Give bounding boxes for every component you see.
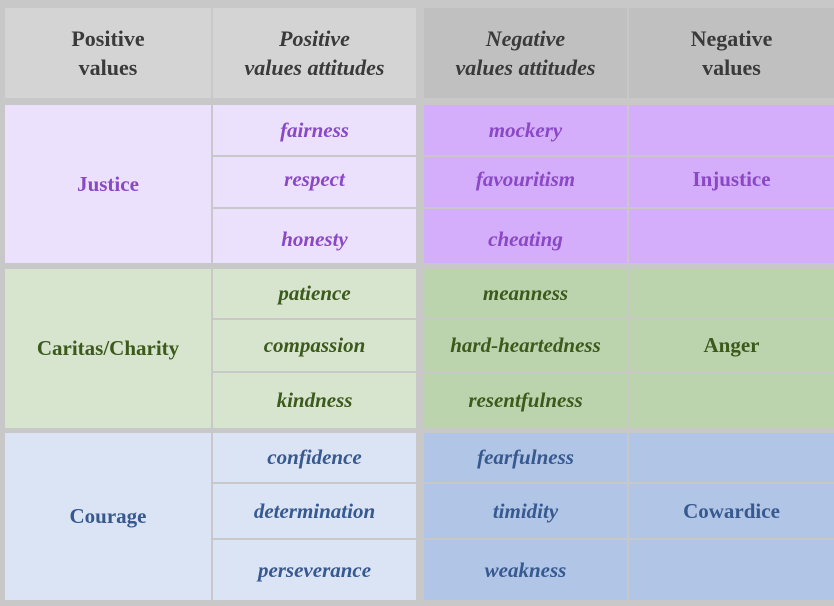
- header-line: values attitudes: [244, 55, 385, 80]
- header-line: values: [78, 55, 138, 80]
- attitude-label: compassion: [263, 333, 366, 357]
- attitude-cell: cheating: [424, 209, 627, 263]
- negative-value-anger: Anger: [629, 320, 834, 371]
- header-line: Positive: [279, 26, 350, 51]
- positive-value-caritas: Caritas/Charity: [5, 269, 211, 428]
- negative-value-injustice: Injustice: [629, 157, 834, 207]
- header-positive-attitudes: Positive values attitudes: [213, 8, 416, 98]
- positive-value-justice: Justice: [5, 105, 211, 263]
- header-line: values: [702, 55, 761, 80]
- header-line: Positive: [71, 26, 145, 51]
- attitude-label: hard-heartedness: [450, 333, 601, 357]
- attitude-label: confidence: [267, 445, 362, 469]
- attitude-cell: fairness: [213, 105, 416, 155]
- header-line: Negative: [690, 26, 773, 51]
- attitude-cell: meanness: [424, 269, 627, 318]
- attitude-cell: honesty: [213, 209, 416, 263]
- attitude-cell: hard-heartedness: [424, 320, 627, 371]
- value-label: Caritas/Charity: [36, 336, 180, 360]
- attitude-cell: resentfulness: [424, 373, 627, 428]
- attitude-label: meanness: [482, 281, 569, 305]
- attitude-cell: patience: [213, 269, 416, 318]
- attitude-label: cheating: [488, 226, 563, 251]
- attitude-label: resentfulness: [468, 388, 583, 412]
- attitude-cell: fearfulness: [424, 433, 627, 482]
- value-label: Anger: [703, 333, 760, 357]
- attitude-label: favouritism: [475, 166, 576, 191]
- attitude-cell: respect: [213, 157, 416, 207]
- attitude-label: fairness: [280, 117, 349, 142]
- attitude-cell: compassion: [213, 320, 416, 371]
- empty-cell: [629, 540, 834, 600]
- empty-cell: [629, 269, 834, 318]
- attitude-label: mockery: [488, 117, 563, 142]
- value-label: Cowardice: [683, 498, 780, 523]
- header-negative-values: Negative values: [629, 8, 834, 98]
- header-positive-values: Positive values: [5, 8, 211, 98]
- attitude-cell: timidity: [424, 484, 627, 538]
- empty-cell: [629, 373, 834, 428]
- attitude-cell: determination: [213, 484, 416, 538]
- attitude-label: honesty: [281, 226, 348, 251]
- attitude-cell: confidence: [213, 433, 416, 482]
- attitude-label: perseverance: [257, 557, 372, 582]
- attitude-label: patience: [278, 281, 351, 305]
- attitude-cell: mockery: [424, 105, 627, 155]
- attitude-label: timidity: [492, 498, 559, 523]
- attitude-label: weakness: [484, 557, 567, 582]
- positive-value-courage: Courage: [5, 433, 211, 600]
- empty-cell: [629, 209, 834, 263]
- header-line: values attitudes: [455, 55, 596, 80]
- attitude-cell: kindness: [213, 373, 416, 428]
- value-label: Injustice: [692, 166, 771, 191]
- value-label: Courage: [69, 504, 147, 528]
- header-negative-attitudes: Negative values attitudes: [424, 8, 627, 98]
- attitude-label: kindness: [276, 388, 353, 412]
- attitude-cell: favouritism: [424, 157, 627, 207]
- attitude-label: fearfulness: [477, 445, 574, 469]
- attitude-label: determination: [253, 498, 376, 523]
- value-label: Justice: [77, 171, 139, 196]
- attitude-cell: perseverance: [213, 540, 416, 600]
- empty-cell: [629, 105, 834, 155]
- empty-cell: [629, 433, 834, 482]
- attitude-label: respect: [284, 166, 345, 191]
- attitude-cell: weakness: [424, 540, 627, 600]
- header-line: Negative: [485, 26, 566, 51]
- negative-value-cowardice: Cowardice: [629, 484, 834, 538]
